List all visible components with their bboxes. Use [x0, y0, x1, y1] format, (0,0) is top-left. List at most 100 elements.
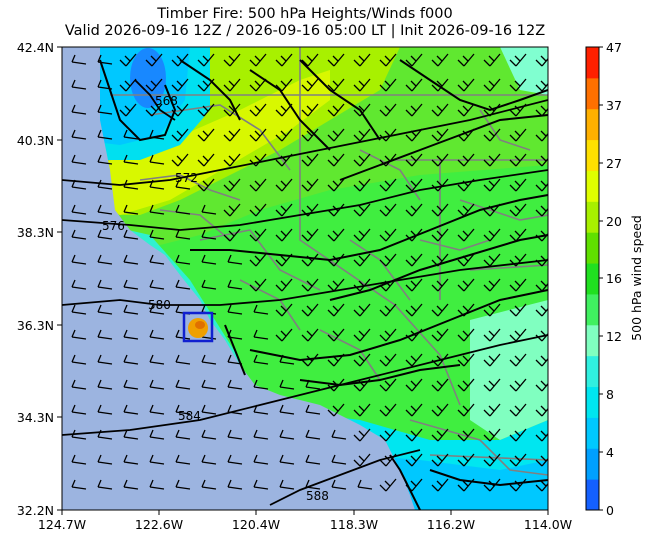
wind-barb	[71, 354, 87, 365]
wind-barb	[327, 128, 345, 142]
wind-barb	[483, 328, 501, 342]
wind-barb	[483, 453, 501, 467]
wind-barb	[457, 278, 475, 292]
wind-barb	[149, 229, 165, 240]
wind-barb	[509, 328, 527, 342]
wind-barb	[353, 353, 371, 367]
colorbar-segment	[586, 77, 599, 110]
y-tick-label: 34.3N	[17, 410, 54, 425]
wind-barb	[535, 105, 548, 117]
wind-barb	[149, 254, 165, 265]
wind-barb	[201, 354, 217, 365]
wind-barb	[253, 354, 269, 365]
wind-barb	[379, 103, 397, 117]
wind-field-band	[130, 48, 166, 108]
colorbar-tick-label: 0	[606, 503, 614, 518]
wind-barb	[149, 454, 165, 465]
wind-barb	[379, 128, 397, 142]
wind-barb	[97, 379, 113, 390]
wind-barb	[483, 378, 501, 392]
wind-barb	[301, 328, 319, 342]
wind-barb	[379, 353, 397, 367]
wind-barb	[483, 203, 501, 217]
wind-barb	[275, 53, 293, 67]
wind-barb	[353, 53, 371, 67]
wind-barb	[509, 53, 527, 67]
x-tick-label: 122.6W	[135, 517, 183, 532]
colorbar-tick-label: 4	[606, 445, 614, 460]
wind-barb	[97, 254, 113, 265]
wind-barb	[353, 328, 371, 342]
wind-barb	[483, 153, 501, 167]
y-tick-label: 38.3N	[17, 225, 54, 240]
wind-barb	[301, 78, 319, 92]
wind-barb	[175, 354, 191, 365]
wind-barb	[71, 229, 87, 240]
colorbar-segment	[586, 448, 599, 480]
wind-barb	[509, 353, 527, 367]
y-tick-label: 42.4N	[17, 40, 54, 55]
colorbar-segment	[586, 417, 599, 449]
colorbar-ticks: 0 4 8 12 16 20 27 37 47	[599, 40, 622, 518]
wind-barb	[119, 103, 137, 117]
fire-marker[interactable]	[182, 311, 214, 343]
wind-barb	[457, 403, 475, 417]
wind-barb	[71, 254, 87, 265]
colorbar-segment	[586, 479, 599, 511]
wind-barb	[97, 229, 113, 240]
wind-barb	[327, 53, 345, 67]
wind-barb	[457, 78, 475, 92]
wind-barb	[431, 103, 449, 117]
wind-barb	[509, 78, 527, 92]
wind-barb	[431, 78, 449, 92]
wind-barb	[535, 205, 548, 217]
wind-barb	[123, 179, 139, 190]
wind-barb	[97, 179, 113, 190]
contour-labels: 568 572 576 580 584 588	[102, 94, 329, 503]
wind-barb	[149, 279, 165, 290]
wind-barb	[249, 203, 267, 217]
wind-barb	[405, 453, 423, 467]
wind-barb	[379, 253, 397, 267]
wind-barbs	[71, 53, 548, 492]
wind-barb	[509, 203, 527, 217]
wind-barb	[509, 478, 527, 492]
wind-barb	[175, 379, 191, 390]
wind-barb	[353, 178, 371, 192]
wind-barb	[279, 404, 295, 415]
wind-barb	[71, 79, 87, 90]
wind-barb	[223, 53, 241, 67]
wind-barb	[431, 253, 449, 267]
wind-barb	[405, 128, 423, 142]
wind-barb	[405, 353, 423, 367]
wind-barb	[535, 55, 548, 67]
wind-barb	[483, 353, 501, 367]
wind-barb	[379, 378, 397, 392]
wind-barb	[71, 454, 87, 465]
wind-barb	[535, 255, 548, 267]
wind-barb	[197, 153, 215, 167]
wind-barb	[97, 54, 113, 65]
wind-barb	[509, 378, 527, 392]
wind-barb	[275, 228, 293, 242]
wind-barb	[327, 403, 345, 417]
map-title-line1: Timber Fire: 500 hPa Heights/Winds f000	[157, 6, 453, 22]
wind-barb	[97, 454, 113, 465]
wind-barb	[227, 329, 243, 340]
wind-barb	[457, 428, 475, 442]
wind-barb	[327, 353, 345, 367]
wind-barb	[353, 253, 371, 267]
wind-barb	[535, 455, 548, 467]
wind-barb	[353, 228, 371, 242]
wind-barb	[149, 354, 165, 365]
wind-barb	[431, 228, 449, 242]
x-tick-label: 118.3W	[330, 517, 378, 532]
wind-barb	[431, 453, 449, 467]
wind-barb	[97, 429, 113, 440]
wind-barb	[509, 428, 527, 442]
wind-barb	[327, 203, 345, 217]
wind-barb	[431, 353, 449, 367]
wind-barb	[119, 78, 137, 92]
contour-label-568: 568	[155, 94, 178, 108]
